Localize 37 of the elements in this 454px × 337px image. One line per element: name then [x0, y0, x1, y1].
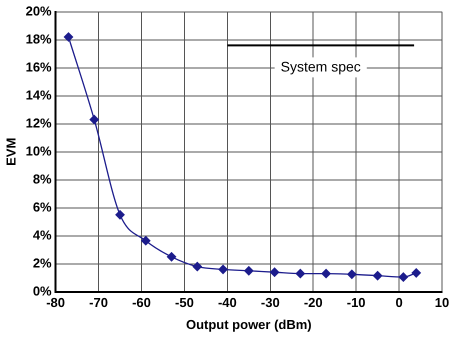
y-tick-label: 4%: [32, 227, 52, 242]
y-tick-label: 18%: [26, 31, 52, 46]
point: [347, 270, 356, 279]
point: [270, 268, 280, 277]
point: [115, 210, 125, 220]
x-tick-label: -10: [346, 295, 366, 310]
x-tick-label: 0: [395, 295, 403, 310]
point: [296, 268, 305, 278]
point: [192, 262, 202, 272]
y-tick-label: 14%: [26, 87, 52, 102]
point: [218, 264, 228, 274]
y-tick-label: 20%: [26, 3, 52, 18]
point: [90, 114, 99, 124]
y-tick-label: 2%: [32, 255, 52, 270]
y-tick-label: 8%: [32, 171, 52, 186]
y-tick-label: 10%: [26, 143, 52, 158]
y-tick-label: 12%: [26, 115, 52, 130]
x-tick-label: 10: [434, 295, 450, 310]
y-tick-label: 16%: [26, 59, 52, 74]
point: [321, 268, 331, 278]
x-tick-label: -20: [304, 295, 323, 310]
x-axis-title: Output power (dBm): [186, 316, 312, 332]
point: [398, 272, 408, 282]
y-tick-label: 6%: [32, 199, 52, 214]
point: [372, 271, 382, 280]
point: [141, 236, 150, 246]
point: [412, 268, 421, 278]
x-tick-label: -30: [260, 295, 280, 310]
x-tick-label: -70: [89, 295, 108, 310]
x-tick-label: -40: [218, 295, 237, 310]
point: [64, 32, 74, 42]
series-label: System spec: [280, 58, 361, 74]
y-axis-title: EVM: [3, 138, 18, 166]
point: [166, 252, 176, 262]
point: [244, 266, 254, 276]
x-tick-label: -60: [132, 295, 151, 310]
x-tick-label: -50: [175, 295, 194, 310]
